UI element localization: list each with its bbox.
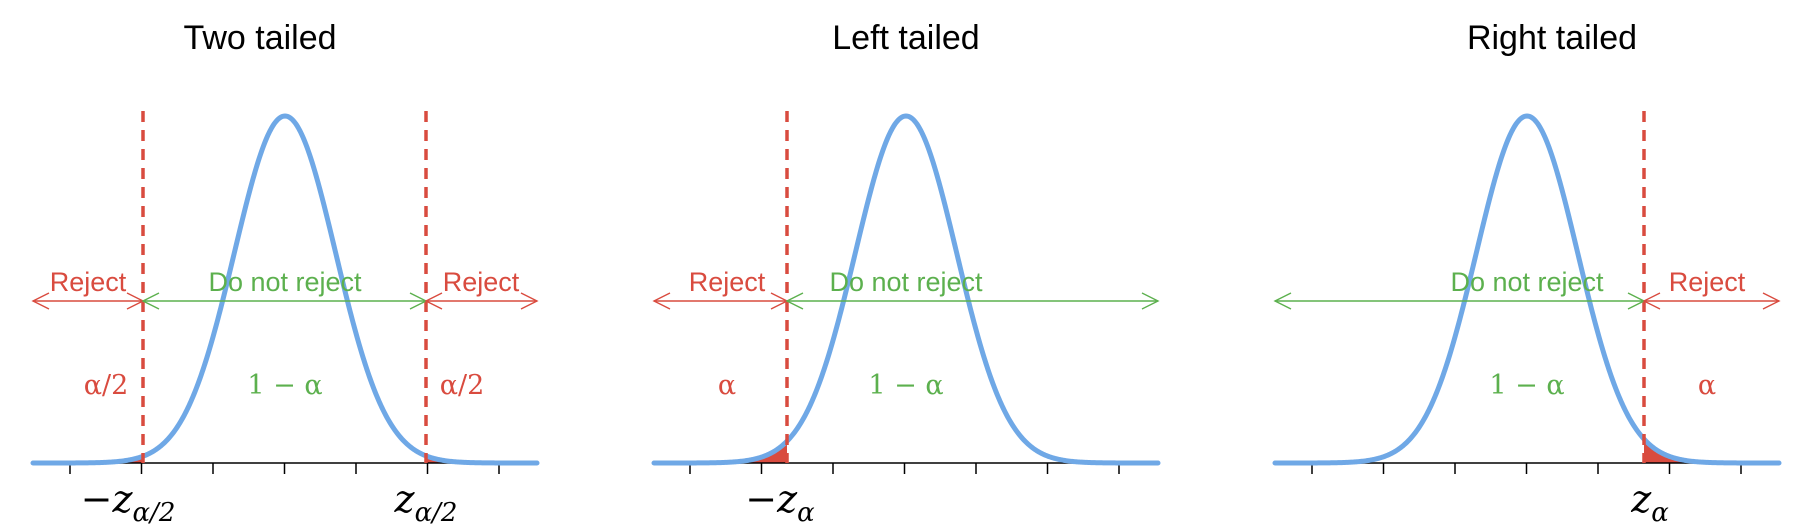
critical-value-label: −zα/2 bbox=[81, 477, 176, 524]
reject-label: Reject bbox=[1669, 267, 1746, 297]
reject-label: Reject bbox=[443, 267, 520, 297]
region-arrowhead bbox=[424, 292, 443, 310]
panel-title: Left tailed bbox=[832, 19, 979, 57]
region-arrowhead bbox=[1762, 292, 1781, 310]
normal-curve bbox=[1272, 113, 1782, 466]
reject-label: Reject bbox=[689, 267, 766, 297]
region-arrowhead bbox=[652, 292, 671, 310]
region-arrowhead bbox=[785, 292, 804, 310]
critical-value-label: zα/2 bbox=[394, 477, 458, 524]
rejection-region-fill bbox=[1644, 439, 1779, 463]
region-arrowhead bbox=[31, 292, 50, 310]
minus-sign: − bbox=[81, 477, 113, 521]
confidence-label: 1 − α bbox=[247, 370, 322, 401]
region-arrowhead bbox=[1273, 292, 1292, 310]
alpha-label: α/2 bbox=[440, 370, 485, 401]
do-not-reject-label: Do not reject bbox=[1450, 267, 1604, 297]
confidence-label: 1 − α bbox=[1489, 370, 1564, 401]
region-arrowhead bbox=[520, 292, 539, 310]
z-symbol: z bbox=[776, 477, 798, 521]
normal-curve bbox=[651, 113, 1161, 466]
normal-curve bbox=[30, 113, 540, 466]
region-arrowhead bbox=[141, 292, 160, 310]
panel-title: Two tailed bbox=[183, 19, 336, 57]
alpha-label: α bbox=[718, 370, 736, 401]
z-subscript: α/2 bbox=[415, 498, 458, 524]
critical-value-label: zα bbox=[1630, 477, 1669, 524]
region-arrowhead bbox=[1141, 292, 1160, 310]
reject-label: Reject bbox=[50, 267, 127, 297]
z-symbol: z bbox=[394, 477, 416, 521]
do-not-reject-label: Do not reject bbox=[829, 267, 983, 297]
z-subscript: α bbox=[1651, 498, 1669, 524]
z-symbol: z bbox=[111, 477, 133, 521]
minus-sign: − bbox=[745, 477, 777, 521]
confidence-label: 1 − α bbox=[868, 370, 943, 401]
rejection-region-fill bbox=[654, 441, 787, 463]
panel-title: Right tailed bbox=[1467, 19, 1637, 57]
do-not-reject-label: Do not reject bbox=[208, 267, 362, 297]
panel-two: Two tailed Reject Do not reject Reject α/2 1 … bbox=[30, 19, 540, 524]
z-symbol: z bbox=[1630, 477, 1652, 521]
z-subscript: α bbox=[797, 498, 815, 524]
alpha-label: α bbox=[1698, 370, 1716, 401]
region-arrowhead bbox=[1642, 292, 1661, 310]
alpha-label: α/2 bbox=[84, 370, 129, 401]
z-subscript: α/2 bbox=[133, 498, 176, 524]
critical-value-label: −zα bbox=[745, 477, 815, 524]
